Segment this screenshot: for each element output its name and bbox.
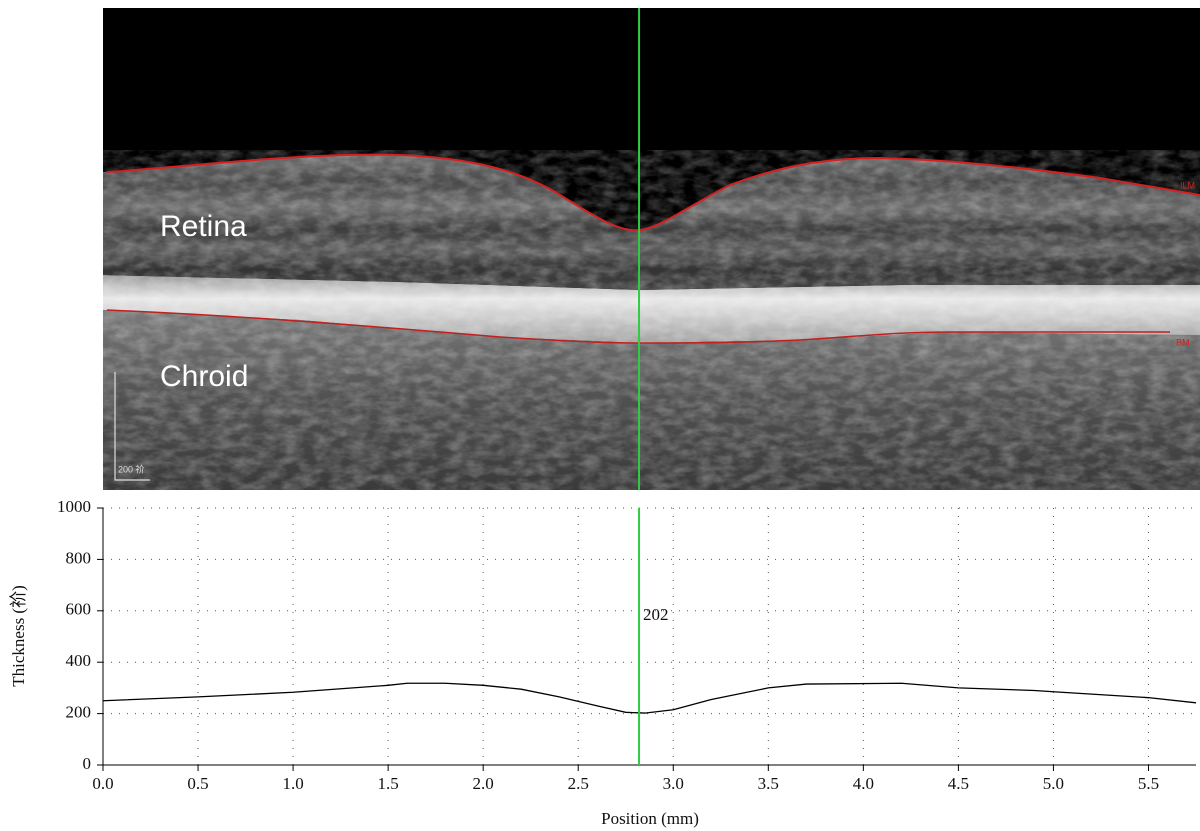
ilm-label: ILM [1180, 180, 1195, 190]
speckle [103, 150, 1200, 490]
y-tick-label: 800 [66, 548, 92, 567]
thickness-chart: Thickness (祄) Position (mm) 0 200 400 600 80… [8, 497, 1197, 828]
bm-label: BM [1176, 337, 1190, 347]
x-tick-label: 4.5 [948, 774, 969, 793]
x-tick-label: 5.0 [1043, 774, 1064, 793]
x-tick-label: 2.5 [568, 774, 589, 793]
y-tick-label: 0 [83, 754, 92, 773]
y-tick-label: 400 [66, 651, 92, 670]
x-tick-label: 1.5 [378, 774, 399, 793]
x-tick-label: 4.0 [853, 774, 874, 793]
choroid-label: Chroid [160, 360, 248, 393]
retina-label: Retina [160, 210, 247, 243]
cursor-value: 202 [643, 605, 669, 624]
y-axis-label: Thickness (祄) [8, 585, 28, 687]
y-tick-label: 200 [66, 703, 92, 722]
x-tick-label: 2.0 [473, 774, 494, 793]
scale-bar [114, 372, 150, 481]
thickness-line [102, 682, 1197, 714]
x-tick-label: 0.5 [187, 774, 208, 793]
scale-label: 200 祄 [118, 463, 145, 474]
x-tick-label: 3.5 [758, 774, 779, 793]
x-tick-label: 0.0 [92, 774, 113, 793]
oct-image: ILM BM Retina Chroid 200 祄 [103, 8, 1200, 490]
x-tick-label: 1.0 [282, 774, 303, 793]
x-tick-label: 5.5 [1138, 774, 1159, 793]
bm-boundary [106, 309, 1170, 344]
y-tick-label: 600 [66, 600, 92, 619]
x-tick-label: 3.0 [663, 774, 684, 793]
x-axis-label: Position (mm) [601, 809, 699, 828]
y-tick-label: 1000 [57, 497, 91, 516]
